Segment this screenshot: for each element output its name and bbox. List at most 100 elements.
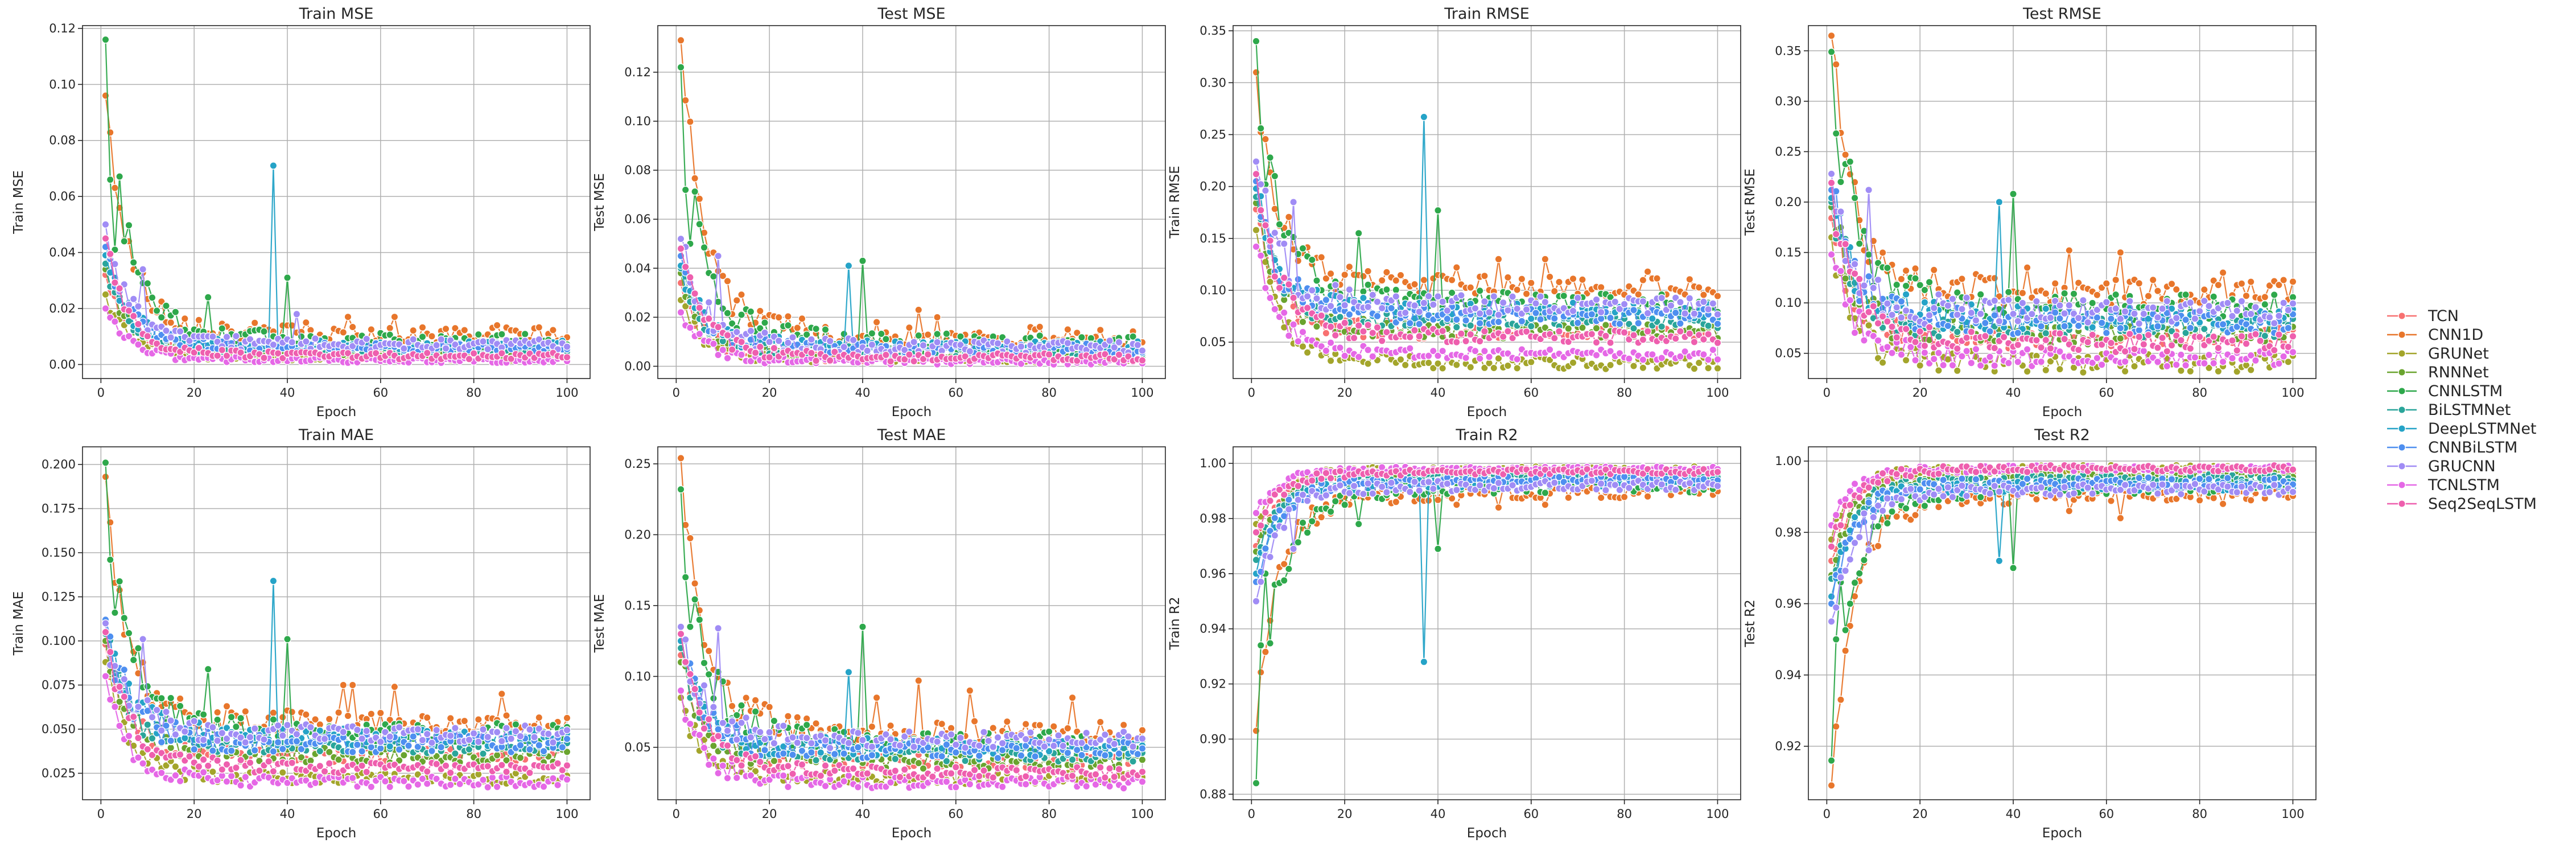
data-point — [1096, 326, 1104, 334]
data-point — [737, 351, 745, 359]
data-point — [1611, 298, 1619, 306]
data-point — [2144, 292, 2153, 300]
data-point — [1299, 328, 1307, 336]
data-point — [1299, 244, 1307, 253]
data-point — [2205, 302, 2213, 310]
data-point — [1883, 264, 1891, 272]
data-point — [756, 343, 764, 351]
data-point — [125, 221, 133, 229]
data-point — [2051, 279, 2059, 287]
data-point — [1634, 319, 1643, 327]
data-point — [101, 220, 110, 229]
data-point — [1963, 294, 1971, 302]
data-point — [2065, 246, 2074, 254]
y-tick-label: 0.15 — [1200, 232, 1226, 245]
data-point — [2280, 276, 2288, 284]
data-point — [129, 295, 138, 303]
data-point — [1653, 274, 1661, 282]
data-point — [2214, 344, 2223, 352]
data-point — [1326, 302, 1335, 310]
data-point — [2037, 357, 2046, 366]
data-point — [2289, 277, 2297, 286]
panel-title: Train MSE — [299, 5, 374, 23]
data-point — [2214, 281, 2223, 289]
data-point — [2205, 351, 2213, 359]
data-point — [2060, 289, 2069, 298]
data-point — [2102, 298, 2111, 306]
data-point — [2014, 329, 2022, 337]
data-point — [101, 305, 110, 312]
data-point — [1832, 129, 1840, 138]
data-point — [1490, 364, 1498, 372]
data-point — [1452, 323, 1461, 331]
data-point — [1699, 298, 1708, 306]
y-tick-label: 0.20 — [1775, 195, 1802, 209]
data-point — [1690, 310, 1699, 318]
data-point — [714, 252, 723, 260]
data-point — [1313, 322, 1321, 331]
data-point — [1513, 286, 1522, 294]
data-point — [222, 702, 231, 710]
data-point — [1280, 240, 1288, 248]
data-point — [1452, 361, 1461, 369]
data-point — [747, 327, 755, 335]
data-point — [1256, 124, 1265, 133]
data-point — [1836, 223, 1845, 232]
data-point — [409, 326, 418, 335]
data-point — [2004, 288, 2013, 296]
data-point — [2247, 310, 2255, 318]
data-point — [101, 235, 110, 242]
data-point — [1345, 310, 1354, 319]
data-point — [2163, 362, 2171, 371]
data-point — [1373, 312, 1382, 320]
data-point — [1317, 253, 1326, 261]
data-point — [1841, 240, 1850, 248]
data-point — [442, 324, 450, 333]
data-point — [1475, 309, 1484, 318]
data-point — [1550, 334, 1559, 342]
data-point — [232, 332, 240, 340]
data-point — [311, 335, 319, 343]
data-point — [2088, 331, 2097, 339]
x-tick-label: 0 — [1823, 386, 1831, 400]
data-point — [914, 331, 923, 340]
data-point — [269, 162, 278, 170]
y-tick-label: 0.08 — [49, 134, 76, 147]
data-point — [849, 336, 858, 344]
data-point — [714, 323, 723, 331]
data-point — [2135, 319, 2144, 328]
data-point — [2261, 300, 2269, 309]
data-point — [2177, 351, 2185, 359]
data-point — [686, 323, 694, 332]
data-point — [1643, 268, 1652, 276]
y-axis-label: Test MSE — [592, 173, 607, 232]
data-point — [933, 330, 942, 338]
data-point — [1920, 342, 1929, 350]
x-tick-label: 100 — [1131, 386, 1153, 400]
data-point — [1373, 323, 1382, 332]
data-point — [1443, 315, 1452, 323]
data-point — [1322, 296, 1330, 304]
data-point — [1284, 280, 1293, 289]
data-point — [1541, 255, 1549, 264]
data-point — [1846, 296, 1854, 305]
data-point — [686, 273, 694, 282]
x-tick-label: 80 — [2192, 386, 2207, 400]
data-point — [1850, 260, 1859, 268]
data-point — [2014, 317, 2022, 325]
data-point — [1439, 327, 1447, 335]
data-point — [1275, 220, 1284, 228]
data-point — [1364, 321, 1373, 329]
data-point — [148, 294, 156, 302]
chart-panel: 0 20 40 60 80 1000.000.020.040.060.080.100.12… — [11, 5, 591, 420]
data-point — [774, 336, 783, 345]
data-point — [1341, 319, 1349, 327]
y-tick-label: 0.02 — [49, 302, 76, 315]
data-point — [2186, 344, 2195, 353]
data-point — [2153, 357, 2162, 366]
data-point — [1897, 314, 1906, 322]
data-point — [1364, 303, 1373, 311]
data-point — [2247, 278, 2255, 286]
data-point — [1420, 276, 1428, 284]
